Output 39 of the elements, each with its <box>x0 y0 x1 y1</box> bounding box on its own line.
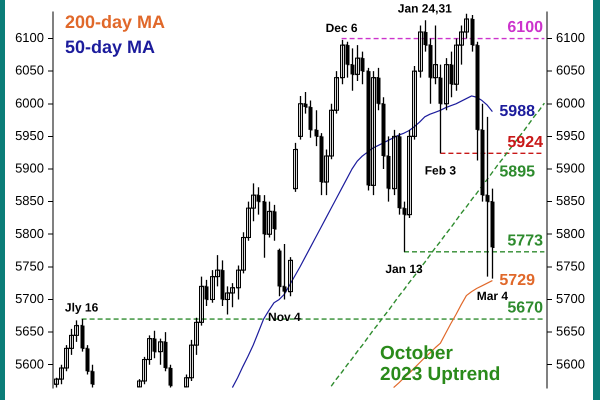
y-tick-label: 5600 <box>15 356 44 372</box>
text: Dec 6 <box>326 21 358 36</box>
text: Jly 16 <box>64 300 98 314</box>
text: 200-day MA <box>65 12 166 32</box>
y-tick-label: 6000 <box>15 95 44 110</box>
y2-tick-label: 5950 <box>556 128 585 143</box>
y2-tick-label: 5900 <box>556 160 585 176</box>
text: Jan 24,31 <box>398 2 452 16</box>
y2-tick-label: 6100 <box>556 30 585 46</box>
y-tick-label: 5800 <box>15 226 44 241</box>
y-tick-label: 5750 <box>15 258 44 274</box>
y2-tick-label: 5700 <box>556 291 585 306</box>
data-label: 5895 <box>499 164 536 181</box>
y-tick-label: 5650 <box>15 324 44 339</box>
data-label: 5729 <box>499 272 536 289</box>
y2-tick-label: 6050 <box>556 62 585 78</box>
text: Jan 13 <box>385 262 423 276</box>
text: 50-day MA <box>65 36 156 57</box>
y2-tick-label: 5750 <box>556 258 585 274</box>
y2-tick-label: 5650 <box>556 324 585 339</box>
y2-tick-label: 5800 <box>556 226 585 241</box>
y2-tick-label: 5600 <box>556 356 585 372</box>
data-label: 5670 <box>507 299 544 316</box>
y2-tick-label: 6000 <box>556 95 585 110</box>
y-tick-label: 5700 <box>15 291 44 306</box>
candlestick <box>293 142 298 192</box>
data-label: 5988 <box>499 103 536 120</box>
y-tick-label: 6100 <box>15 30 44 46</box>
text: Nov 4 <box>268 310 301 324</box>
y-tick-label: 5900 <box>15 160 44 176</box>
data-label: 5924 <box>507 134 544 151</box>
text: Mar 4 <box>476 288 508 303</box>
y-tick-label: 5850 <box>15 193 44 208</box>
data-label: 6100 <box>507 18 544 36</box>
text: Feb 3 <box>424 164 456 178</box>
y2-tick-label: 5850 <box>556 193 585 208</box>
data-label: 5773 <box>507 232 544 250</box>
y-tick-label: 5950 <box>15 128 44 143</box>
y-tick-label: 6050 <box>15 62 44 78</box>
